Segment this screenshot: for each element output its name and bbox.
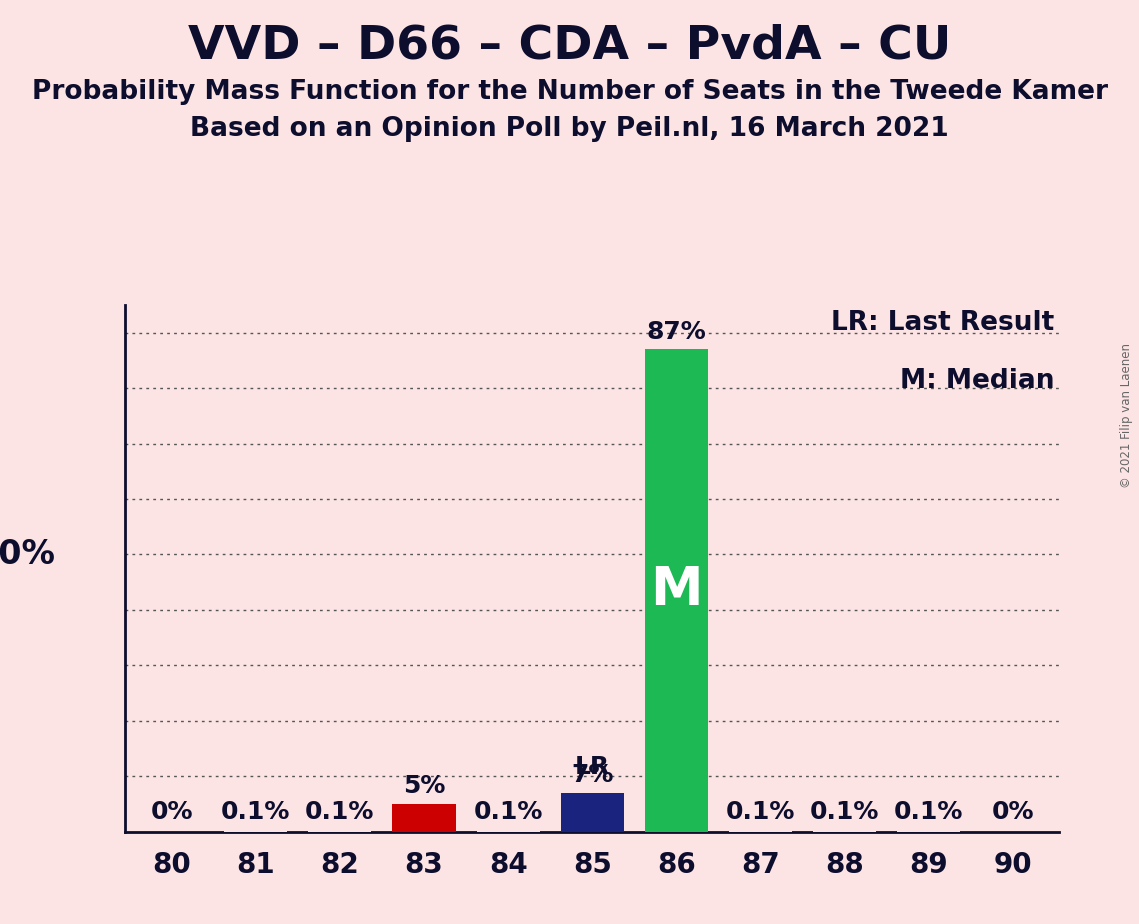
Text: 0%: 0% [992, 800, 1034, 824]
Text: M: M [650, 565, 703, 616]
Text: 0.1%: 0.1% [894, 800, 964, 824]
Bar [476, 827, 540, 832]
Text: 0.1%: 0.1% [221, 800, 290, 824]
Text: 87%: 87% [647, 320, 706, 344]
Text: 7%: 7% [571, 763, 614, 787]
Bar [645, 349, 708, 832]
Bar [309, 827, 371, 832]
Text: 5%: 5% [403, 774, 445, 798]
Bar [898, 827, 960, 832]
Text: © 2021 Filip van Laenen: © 2021 Filip van Laenen [1121, 344, 1133, 488]
Bar [393, 804, 456, 832]
Text: 0.1%: 0.1% [810, 800, 879, 824]
Text: 50%: 50% [0, 538, 55, 571]
Bar [729, 827, 792, 832]
Text: 0.1%: 0.1% [474, 800, 543, 824]
Text: 0%: 0% [150, 800, 192, 824]
Text: Based on an Opinion Poll by Peil.nl, 16 March 2021: Based on an Opinion Poll by Peil.nl, 16 … [190, 116, 949, 141]
Bar [813, 827, 876, 832]
Text: LR: Last Result: LR: Last Result [831, 310, 1055, 336]
Text: Probability Mass Function for the Number of Seats in the Tweede Kamer: Probability Mass Function for the Number… [32, 79, 1107, 104]
Text: 0.1%: 0.1% [305, 800, 375, 824]
Text: LR: LR [575, 755, 609, 779]
Text: M: Median: M: Median [900, 368, 1055, 395]
Text: VVD – D66 – CDA – PvdA – CU: VVD – D66 – CDA – PvdA – CU [188, 23, 951, 68]
Text: 0.1%: 0.1% [726, 800, 795, 824]
Bar [224, 827, 287, 832]
Bar [560, 793, 624, 832]
